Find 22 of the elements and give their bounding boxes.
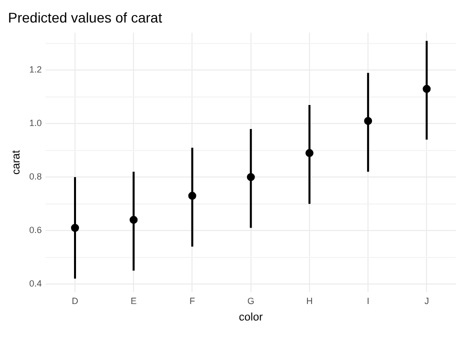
x-tick-label: F (189, 296, 196, 306)
y-tick-label: 1.0 (29, 118, 42, 128)
point (305, 149, 314, 158)
x-tick-label: I (366, 296, 370, 306)
chart-title: Predicted values of carat (8, 9, 162, 26)
x-tick-label: D (72, 296, 79, 306)
y-tick-label: 0.8 (29, 172, 42, 182)
x-axis-title: color (238, 311, 264, 324)
point (422, 84, 431, 93)
y-tick-label: 0.6 (29, 225, 42, 236)
x-tick-label: J (424, 296, 429, 306)
x-tick-label: E (130, 296, 137, 306)
point (130, 216, 138, 224)
point (364, 116, 372, 125)
y-axis-title: carat (10, 150, 23, 175)
point (71, 224, 80, 232)
y-tick-label: 0.4 (29, 278, 42, 288)
x-tick-label: G (247, 296, 254, 306)
point (188, 192, 196, 200)
x-tick-label: H (306, 296, 313, 306)
point (246, 173, 255, 182)
y-tick-label: 1.2 (29, 64, 42, 75)
